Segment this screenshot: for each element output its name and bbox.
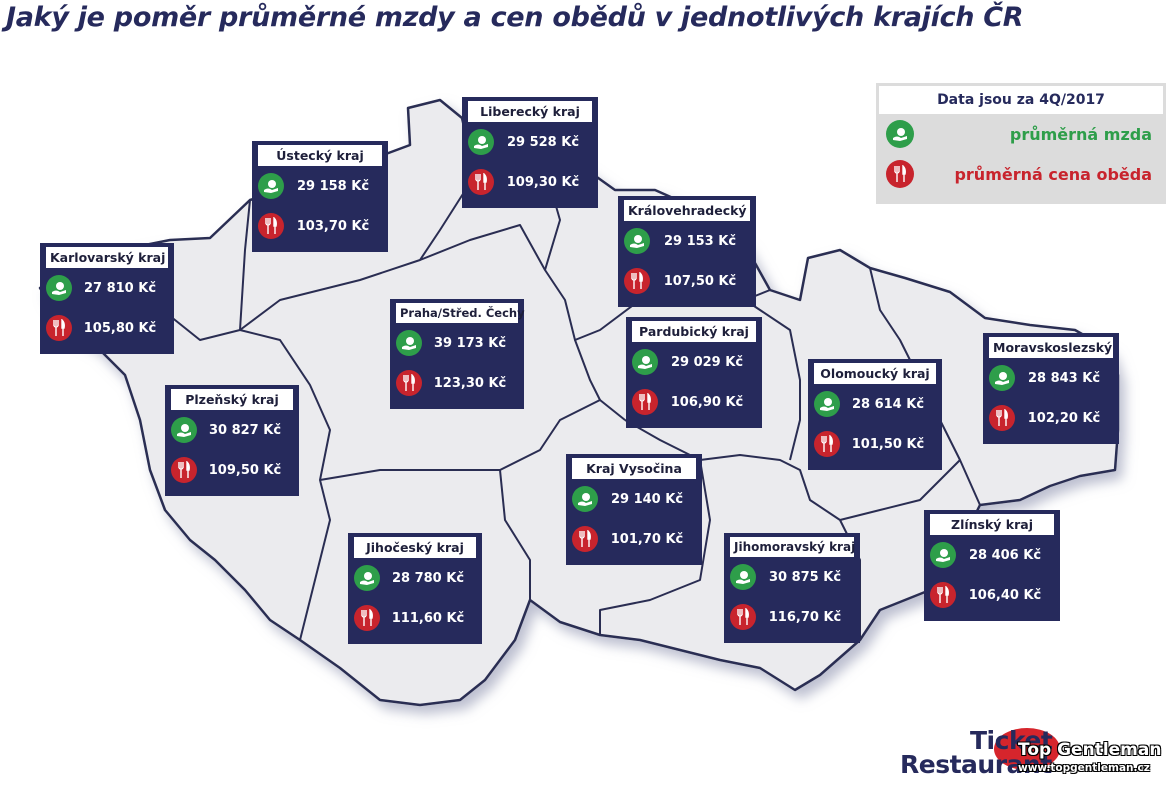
- region-card-zlinsky: Zlínský kraj 28 406 Kč 106,40 Kč: [924, 510, 1060, 621]
- cutlery-icon: [572, 526, 598, 552]
- region-name: Liberecký kraj: [468, 101, 592, 122]
- region-name: Jihomoravský kraj: [730, 537, 855, 557]
- salary-value: 29 528 Kč: [506, 134, 580, 150]
- watermark-name: Top Gentleman: [1018, 740, 1162, 760]
- region-name: Olomoucký kraj: [814, 363, 936, 384]
- cutlery-icon: [730, 604, 756, 630]
- salary-icon: [886, 120, 914, 148]
- salary-icon: [258, 173, 284, 199]
- region-card-jihomoravsky: Jihomoravský kraj 30 875 Kč 116,70 Kč: [724, 533, 860, 643]
- legend-salary-label: průměrná mzda: [1009, 124, 1152, 144]
- logo-line1: Ticket: [970, 726, 1053, 755]
- salary-value: 28 614 Kč: [851, 396, 925, 412]
- region-card-karlovarsky: Karlovarský kraj 27 810 Kč 105,80 Kč: [40, 243, 174, 354]
- lunch-value: 109,50 Kč: [208, 462, 282, 478]
- watermark-url: www.topgentleman.cz: [1018, 762, 1150, 774]
- cutlery-icon: [258, 213, 284, 239]
- region-card-plzensky: Plzeňský kraj 30 827 Kč 109,50 Kč: [165, 385, 299, 496]
- cutlery-icon: [171, 457, 197, 483]
- cutlery-icon: [396, 370, 422, 396]
- salary-value: 29 140 Kč: [610, 491, 684, 507]
- lunch-value: 105,80 Kč: [83, 320, 157, 336]
- page-title: Jaký je poměr průměrné mzdy a cen obědů …: [6, 2, 1024, 33]
- salary-icon: [632, 349, 658, 375]
- salary-icon: [572, 486, 598, 512]
- region-name: Ústecký kraj: [258, 145, 382, 166]
- region-name: Praha/Střed. Čechy: [396, 303, 525, 323]
- region-name: Zlínský kraj: [930, 514, 1054, 535]
- lunch-value: 116,70 Kč: [768, 609, 842, 625]
- region-card-jihocesky: Jihočeský kraj 28 780 Kč 111,60 Kč: [348, 533, 482, 644]
- salary-icon: [46, 275, 72, 301]
- salary-icon: [624, 228, 650, 254]
- legend-lunch-label: průměrná cena oběda: [954, 164, 1152, 184]
- lunch-value: 101,50 Kč: [851, 436, 925, 452]
- lunch-value: 102,20 Kč: [1027, 410, 1101, 426]
- lunch-value: 107,50 Kč: [663, 273, 737, 289]
- region-name: Moravskoslezský: [989, 337, 1113, 358]
- cutlery-icon: [354, 605, 380, 631]
- region-card-pardubicky: Pardubický kraj 29 029 Kč 106,90 Kč: [626, 317, 762, 428]
- salary-value: 29 153 Kč: [663, 233, 737, 249]
- salary-icon: [930, 542, 956, 568]
- cutlery-icon: [814, 431, 840, 457]
- salary-icon: [171, 417, 197, 443]
- region-card-kralovehradecky: Královehradecký 29 153 Kč 107,50 Kč: [618, 196, 756, 307]
- cutlery-icon: [468, 169, 494, 195]
- region-name: Plzeňský kraj: [171, 389, 293, 410]
- salary-value: 27 810 Kč: [83, 280, 157, 296]
- lunch-value: 109,30 Kč: [506, 174, 580, 190]
- region-name: Karlovarský kraj: [46, 247, 168, 268]
- salary-value: 29 029 Kč: [670, 354, 744, 370]
- salary-value: 29 158 Kč: [296, 178, 370, 194]
- salary-icon: [814, 391, 840, 417]
- salary-icon: [989, 365, 1015, 391]
- cutlery-icon: [624, 268, 650, 294]
- region-name: Královehradecký: [624, 200, 750, 221]
- cutlery-icon: [632, 389, 658, 415]
- lunch-value: 106,40 Kč: [968, 587, 1042, 603]
- lunch-value: 103,70 Kč: [296, 218, 370, 234]
- lunch-value: 123,30 Kč: [433, 375, 507, 391]
- lunch-value: 111,60 Kč: [391, 610, 465, 626]
- cutlery-icon: [930, 582, 956, 608]
- region-card-olomoucky: Olomoucký kraj 28 614 Kč 101,50 Kč: [808, 359, 942, 470]
- salary-value: 28 780 Kč: [391, 570, 465, 586]
- cutlery-icon: [46, 315, 72, 341]
- salary-value: 28 843 Kč: [1027, 370, 1101, 386]
- region-name: Jihočeský kraj: [354, 537, 476, 558]
- salary-value: 39 173 Kč: [433, 335, 507, 351]
- lunch-value: 106,90 Kč: [670, 394, 744, 410]
- logo-line2: Restaurant: [900, 750, 1052, 779]
- cutlery-icon: [886, 160, 914, 188]
- region-name: Pardubický kraj: [632, 321, 756, 342]
- salary-value: 28 406 Kč: [968, 547, 1042, 563]
- salary-value: 30 875 Kč: [768, 569, 842, 585]
- region-name: Kraj Vysočina: [572, 458, 696, 479]
- region-card-liberecky: Liberecký kraj 29 528 Kč 109,30 Kč: [462, 97, 598, 208]
- salary-icon: [468, 129, 494, 155]
- salary-icon: [396, 330, 422, 356]
- region-card-vysocina: Kraj Vysočina 29 140 Kč 101,70 Kč: [566, 454, 702, 565]
- cutlery-icon: [989, 405, 1015, 431]
- legend: Data jsou za 4Q/2017 průměrná mzda průmě…: [876, 83, 1166, 204]
- region-card-praha: Praha/Střed. Čechy 39 173 Kč 123,30 Kč: [390, 299, 525, 409]
- region-card-ustecky: Ústecký kraj 29 158 Kč 103,70 Kč: [252, 141, 388, 252]
- ticket-restaurant-logo: Ticket Restaurant Top Gentleman www.topg…: [898, 726, 1163, 782]
- salary-icon: [354, 565, 380, 591]
- salary-icon: [730, 564, 756, 590]
- salary-value: 30 827 Kč: [208, 422, 282, 438]
- legend-heading: Data jsou za 4Q/2017: [879, 86, 1163, 114]
- lunch-value: 101,70 Kč: [610, 531, 684, 547]
- region-card-moravskoslezsky: Moravskoslezský 28 843 Kč 102,20 Kč: [983, 333, 1119, 444]
- logo-red-shape: [994, 728, 1060, 770]
